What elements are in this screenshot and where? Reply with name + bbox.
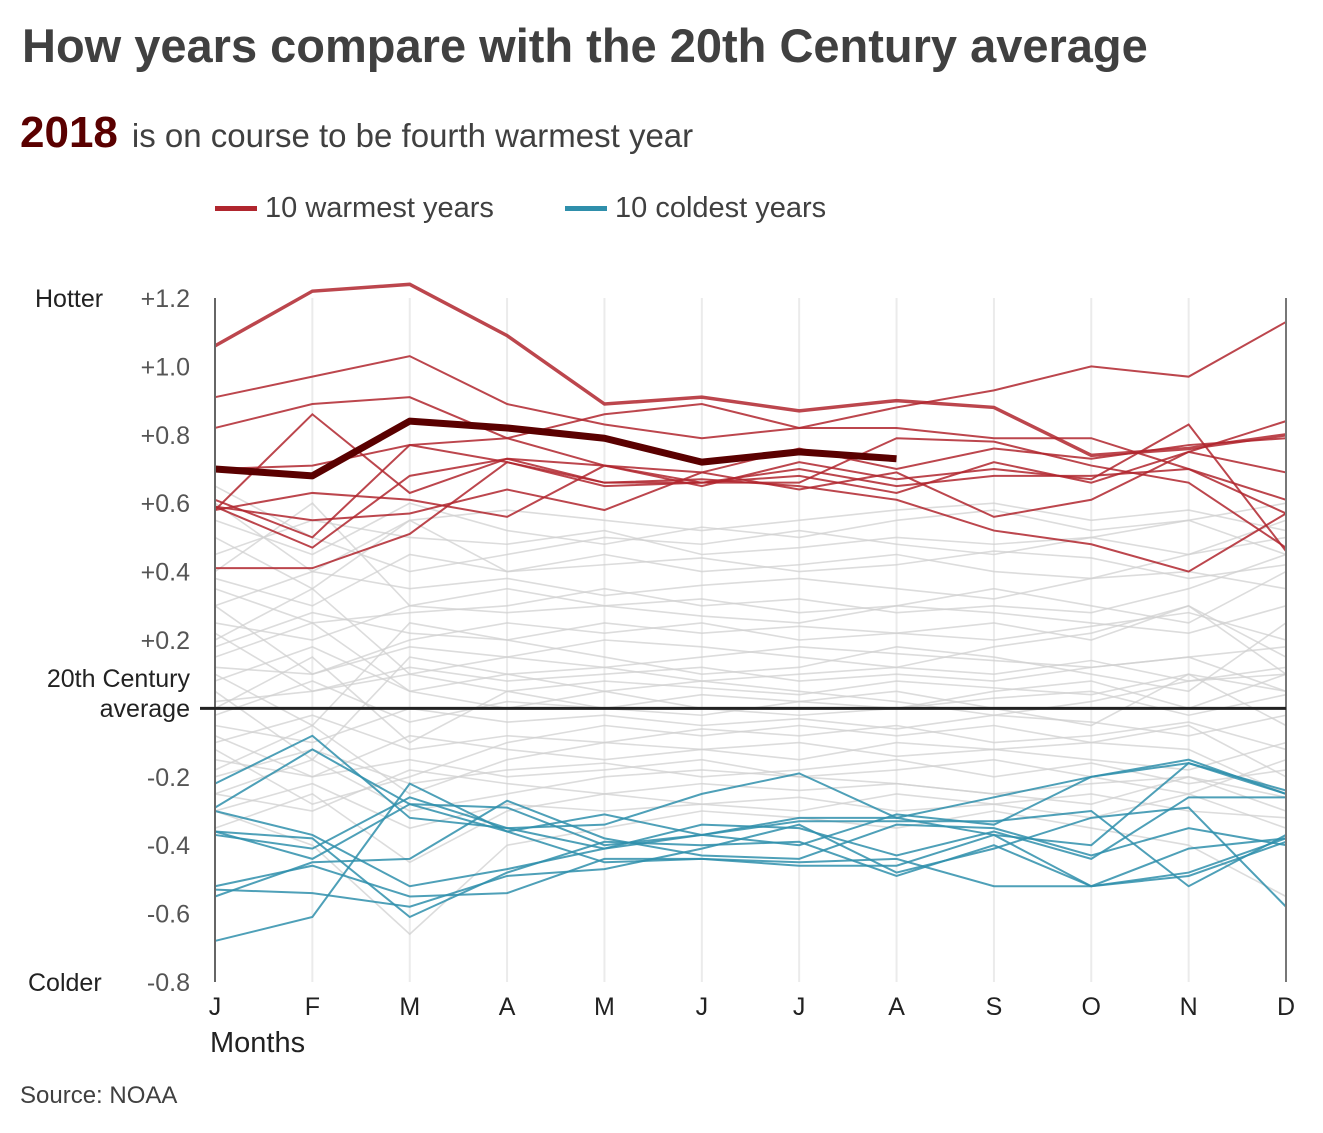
- other-year-line: [214, 680, 1287, 723]
- month-tick-label: S: [986, 993, 1003, 1021]
- warmest-year-line: [214, 355, 1287, 501]
- other-year-line: [214, 714, 1287, 751]
- other-year-line: [214, 502, 1287, 573]
- source-note: Source: NOAA: [20, 1082, 178, 1109]
- baseline-label-line2: average: [100, 695, 190, 723]
- other-year-line: [214, 485, 1287, 573]
- legend-label-warm: 10 warmest years: [265, 192, 494, 224]
- coldest-year-line: [214, 782, 1287, 942]
- month-tick-label: M: [399, 993, 420, 1021]
- other-year-line: [214, 519, 1287, 590]
- y-tick-label: -0.4: [147, 832, 190, 860]
- month-tick-label: J: [209, 993, 222, 1021]
- y-tick-label: +1.2: [141, 285, 190, 313]
- legend-item-coldest: 10 coldest years: [565, 192, 826, 225]
- y-tick-label: +0.8: [141, 422, 190, 450]
- y-tick-label: +0.4: [141, 559, 190, 587]
- month-tick-label: N: [1180, 993, 1198, 1021]
- coldest-year-line: [214, 799, 1287, 898]
- other-year-line: [214, 769, 1287, 812]
- warmest-year-line: [214, 321, 1287, 440]
- month-tick-label: J: [696, 993, 709, 1021]
- month-tick-label: A: [888, 993, 905, 1021]
- other-year-line: [214, 735, 1287, 795]
- legend-label-cold: 10 coldest years: [615, 192, 827, 224]
- warmest-year-line: [214, 457, 1287, 549]
- coldest-year-line: [214, 833, 1287, 898]
- x-axis-title: Months: [210, 1027, 305, 1059]
- month-tick-label: M: [594, 993, 615, 1021]
- month-tick-label: D: [1277, 993, 1295, 1021]
- month-tick-label: F: [305, 993, 320, 1021]
- chart-title: How years compare with the 20th Century …: [22, 19, 1148, 72]
- other-year-line: [214, 587, 1287, 676]
- subtitle-year: 2018: [20, 108, 118, 157]
- y-tick-label: -0.8: [147, 969, 190, 997]
- y-tick-label: +0.2: [141, 627, 190, 655]
- chart-subtitle: 2018 is on course to be fourth warmest ye…: [20, 108, 693, 158]
- other-year-line: [214, 611, 1287, 648]
- legend-swatch-warm: [215, 206, 257, 211]
- month-tick-label: J: [793, 993, 806, 1021]
- hotter-label: Hotter: [35, 285, 103, 313]
- month-tick-label: A: [499, 993, 516, 1021]
- other-year-line: [214, 519, 1287, 556]
- coldest-year-line: [214, 803, 1287, 888]
- other-year-line: [214, 724, 1287, 795]
- other-year-line: [214, 758, 1287, 812]
- warmest-year-line: [214, 412, 1287, 511]
- other-year-line: [214, 622, 1287, 727]
- other-year-line: [214, 632, 1287, 693]
- warmest-year-line: [214, 282, 1287, 458]
- y-tick-label: +1.0: [141, 353, 190, 381]
- other-year-line: [214, 724, 1287, 806]
- other-year-line: [214, 553, 1287, 624]
- other-year-line: [214, 550, 1287, 607]
- highlight-2018-line: [214, 417, 897, 480]
- coldest-year-line: [214, 830, 1287, 919]
- other-year-line: [214, 734, 1287, 778]
- subtitle-text: is on course to be fourth warmest year: [131, 117, 694, 154]
- other-year-line: [214, 604, 1287, 676]
- warmest-year-line: [215, 450, 1287, 570]
- baseline-label-line1: 20th Century: [47, 665, 191, 693]
- legend-swatch-cold: [565, 206, 607, 211]
- other-year-line: [214, 707, 1287, 744]
- y-tick-label: -0.2: [147, 764, 190, 792]
- other-year-line: [214, 656, 1287, 761]
- warmest-year-line: [214, 444, 1287, 573]
- other-year-line: [214, 502, 1287, 556]
- legend-item-warmest: 10 warmest years: [215, 192, 494, 225]
- other-year-line: [214, 793, 1287, 864]
- other-year-line: [214, 782, 1287, 829]
- coldest-year-line: [214, 806, 1287, 908]
- warmest-year-line: [214, 423, 1287, 552]
- y-tick-label: +0.6: [141, 490, 190, 518]
- colder-label: Colder: [28, 969, 102, 997]
- warmest-year-line: [214, 420, 1287, 522]
- y-tick-label: -0.6: [147, 901, 190, 929]
- month-tick-label: O: [1082, 993, 1101, 1021]
- coldest-year-line: [214, 762, 1287, 888]
- other-year-line: [214, 645, 1287, 693]
- other-year-line: [214, 570, 1287, 607]
- other-year-line: [214, 673, 1287, 703]
- other-year-line: [214, 622, 1287, 717]
- coldest-year-line: [214, 734, 1287, 847]
